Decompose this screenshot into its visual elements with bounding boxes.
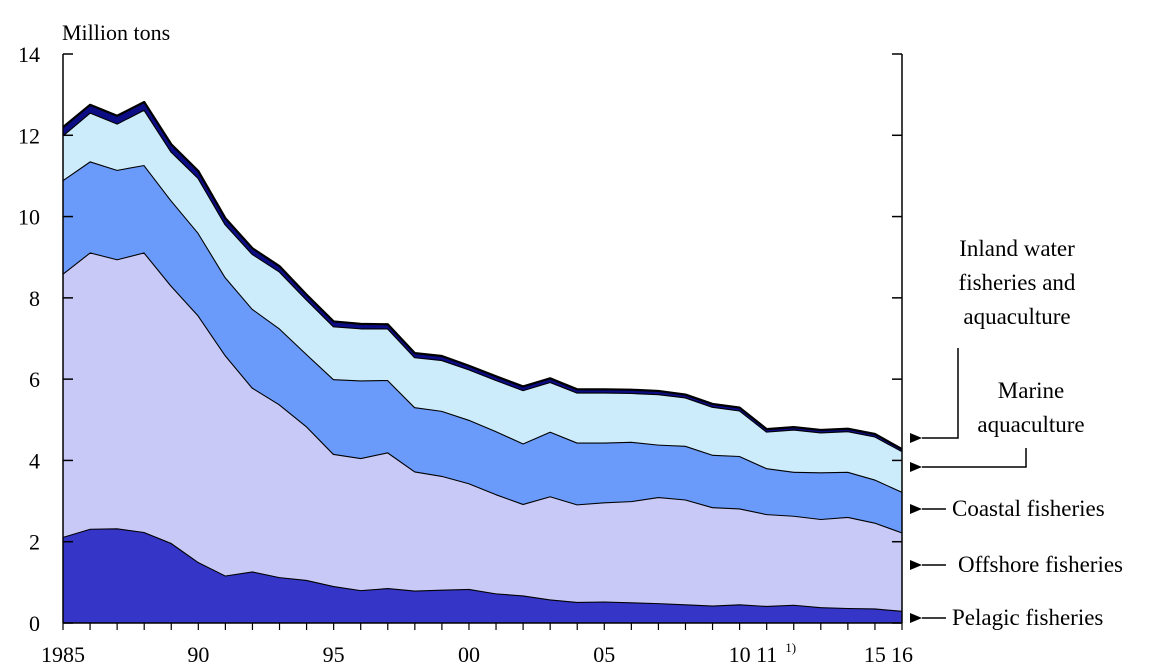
x-tick-label: 00 bbox=[458, 642, 480, 666]
x-tick-label: 15 bbox=[864, 642, 886, 666]
area-coastal-fisheries bbox=[63, 161, 902, 533]
label-inland-line-1: Inland water bbox=[959, 236, 1075, 261]
label-inland-line-3: aquaculture bbox=[963, 304, 1070, 329]
series-annotations: Inland water fisheries and aquaculture M… bbox=[910, 236, 1123, 630]
x-tick-label: 16 bbox=[891, 642, 913, 666]
label-marine-line-2: aquaculture bbox=[977, 412, 1084, 437]
y-tick-label: 6 bbox=[29, 367, 40, 392]
y-axis-label: Million tons bbox=[62, 20, 170, 45]
label-coastal: Coastal fisheries bbox=[952, 496, 1105, 521]
area-offshore-fisheries bbox=[63, 252, 902, 611]
arrow-inland bbox=[910, 348, 959, 443]
x-tick-label: 95 bbox=[323, 642, 345, 666]
x-tick-label: 90 bbox=[187, 642, 209, 666]
x-tick-label: 11 bbox=[756, 642, 777, 666]
label-marine-line-1: Marine bbox=[998, 378, 1064, 403]
y-tick-label: 12 bbox=[18, 123, 40, 148]
label-pelagic: Pelagic fisheries bbox=[952, 605, 1103, 630]
y-tick-label: 4 bbox=[29, 448, 40, 473]
y-tick-label: 10 bbox=[18, 205, 40, 230]
x-tick-label: 1985 bbox=[41, 642, 85, 666]
area-pelagic-fisheries bbox=[63, 528, 902, 623]
y-tick-label: 0 bbox=[29, 611, 40, 636]
x-tick-label: 05 bbox=[593, 642, 615, 666]
area-marine-aquaculture bbox=[63, 109, 902, 492]
line-inland-water-fisheries-and-aquaculture bbox=[62, 100, 903, 451]
x-tick-label: 10 bbox=[729, 642, 751, 666]
y-tick-label: 8 bbox=[29, 286, 40, 311]
area-layers bbox=[62, 100, 903, 623]
label-inland-line-2: fisheries and bbox=[959, 270, 1076, 295]
y-tick-label: 14 bbox=[18, 42, 40, 67]
label-offshore: Offshore fisheries bbox=[958, 552, 1123, 577]
x-tick-footnote-marker: 1) bbox=[785, 640, 796, 655]
y-tick-label: 2 bbox=[29, 530, 40, 555]
arrow-marine bbox=[910, 448, 1027, 472]
